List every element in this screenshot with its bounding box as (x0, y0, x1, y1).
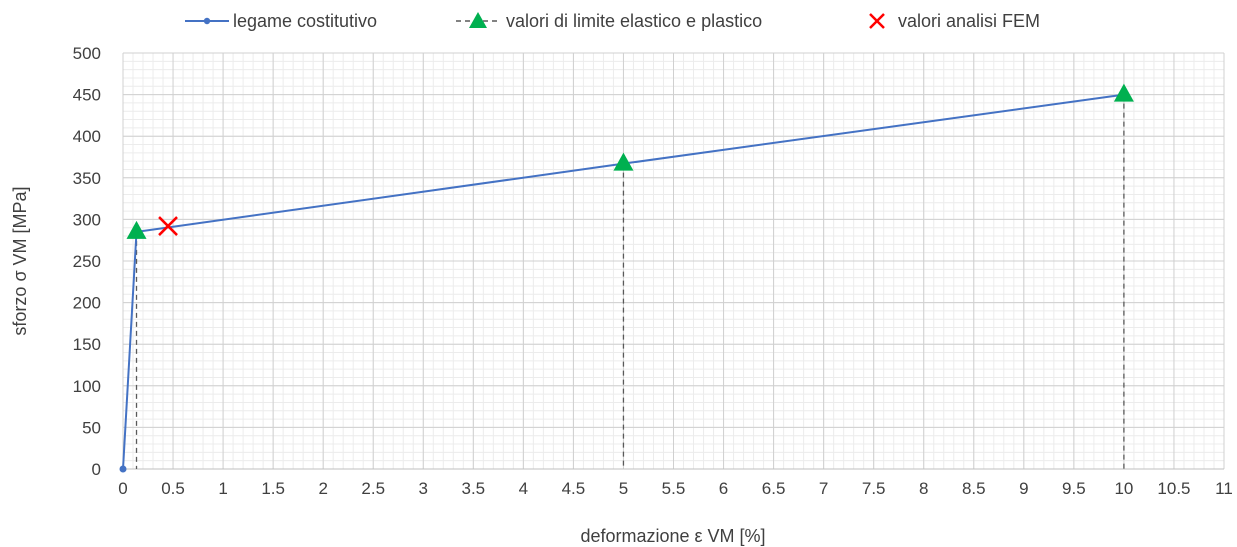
legend-x-marker (869, 13, 885, 29)
legend: legame costitutivo valori di limite elas… (185, 11, 1040, 31)
y-tick-label: 450 (73, 86, 101, 105)
x-tick-label: 8.5 (962, 479, 986, 498)
legend-entry-fem: valori analisi FEM (869, 11, 1040, 31)
x-tick-label: 2 (318, 479, 327, 498)
y-tick-label: 100 (73, 377, 101, 396)
x-tick-label: 2.5 (361, 479, 385, 498)
triangle-marker (613, 152, 634, 171)
x-tick-label: 1.5 (261, 479, 285, 498)
x-tick-label: 10 (1114, 479, 1133, 498)
y-tick-label: 300 (73, 210, 101, 229)
markers (126, 83, 1134, 239)
x-tick-label: 5 (619, 479, 628, 498)
series-line (119, 93, 1125, 473)
legend-entry-constitutive: legame costitutivo (185, 11, 377, 31)
legend-label-constitutive: legame costitutivo (233, 11, 377, 31)
y-tick-label: 250 (73, 252, 101, 271)
y-axis-label: sforzo σ VM [MPa] (10, 186, 30, 335)
x-tick-label: 1 (218, 479, 227, 498)
legend-triangle-marker (469, 12, 487, 28)
series-line-constitutive (122, 93, 1125, 470)
x-tick-label: 7 (819, 479, 828, 498)
x-tick-label: 3.5 (461, 479, 485, 498)
triangle-marker (1113, 83, 1134, 102)
y-tick-labels: 0 50 100 150 200 250 300 350 400 450 500 (73, 44, 101, 479)
x-tick-label: 0 (118, 479, 127, 498)
x-tick-label: 11 (1215, 479, 1233, 498)
y-tick-label: 350 (73, 169, 101, 188)
x-tick-label: 4 (519, 479, 528, 498)
x-tick-labels: 0 0.5 1 1.5 2 2.5 3 3.5 4 4.5 5 5.5 6 6.5 7 7.5 8 8.5 9 9.5… (118, 479, 1233, 498)
x-tick-label: 5.5 (662, 479, 686, 498)
x-tick-label: 3 (419, 479, 428, 498)
y-tick-label: 400 (73, 127, 101, 146)
y-tick-label: 500 (73, 44, 101, 63)
triangle-marker (126, 220, 147, 239)
x-tick-label: 6 (719, 479, 728, 498)
x-tick-label: 4.5 (562, 479, 586, 498)
legend-entry-limits: valori di limite elastico e plastico (456, 11, 762, 31)
x-tick-label: 9 (1019, 479, 1028, 498)
x-tick-label: 10.5 (1157, 479, 1190, 498)
x-tick-label: 0.5 (161, 479, 185, 498)
data-point-origin (119, 465, 127, 473)
x-axis-label: deformazione ε VM [%] (580, 526, 765, 546)
x-tick-label: 8 (919, 479, 928, 498)
x-tick-label: 9.5 (1062, 479, 1086, 498)
y-tick-label: 50 (82, 418, 101, 437)
x-tick-label: 6.5 (762, 479, 786, 498)
x-marker-stroke (158, 216, 178, 236)
legend-label-fem: valori analisi FEM (898, 11, 1040, 31)
major-grid (122, 52, 1225, 470)
x-tick-label: 7.5 (862, 479, 886, 498)
legend-dot-marker (203, 17, 211, 25)
legend-label-limits: valori di limite elastico e plastico (506, 11, 762, 31)
droplines (135, 94, 1125, 469)
y-tick-label: 150 (73, 335, 101, 354)
y-tick-label: 200 (73, 294, 101, 313)
x-marker (158, 216, 178, 236)
y-tick-label: 0 (92, 460, 101, 479)
